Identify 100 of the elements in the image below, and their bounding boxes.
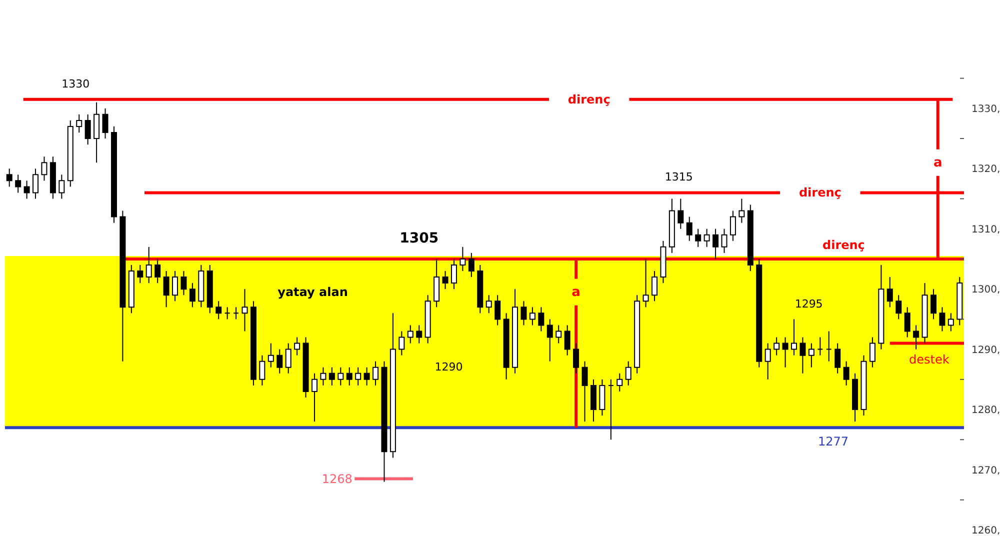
candlestick — [416, 324, 422, 344]
candlestick — [285, 342, 292, 374]
candlestick — [460, 246, 466, 272]
candlestick — [355, 366, 362, 386]
candlestick — [529, 306, 536, 326]
candlestick — [704, 228, 710, 248]
candlestick — [774, 336, 780, 356]
candlestick — [450, 258, 457, 290]
candlestick — [259, 354, 266, 386]
candlestick — [76, 114, 82, 133]
candlestick — [738, 198, 745, 224]
candlestick — [180, 270, 187, 296]
candlestick — [896, 294, 902, 320]
candlestick — [843, 360, 850, 386]
candlestick — [146, 246, 152, 284]
candlestick — [224, 306, 230, 320]
annotation: 1295 — [794, 298, 823, 311]
candlestick — [608, 378, 614, 440]
candlestick — [721, 228, 728, 254]
candlestick — [782, 336, 788, 368]
candlestick — [468, 252, 474, 278]
candlestick — [642, 258, 649, 308]
candlestick — [573, 342, 580, 374]
y-tick-label: 1330, — [972, 104, 1000, 115]
candlestick — [294, 336, 300, 356]
candlestick — [41, 156, 48, 182]
candlestick — [338, 366, 344, 386]
candlestick — [869, 336, 876, 368]
candlestick — [730, 210, 736, 242]
candlestick — [58, 174, 65, 200]
ref-line-label: 1277 — [818, 434, 848, 449]
candlestick — [137, 264, 144, 284]
candlestick — [678, 198, 684, 230]
candlestick — [163, 270, 170, 308]
candlestick — [800, 336, 806, 374]
y-tick-label: 1320, — [972, 164, 1000, 176]
annotation: 1290 — [434, 360, 463, 374]
candlestick — [276, 348, 283, 374]
candlestick — [939, 306, 946, 332]
candlestick — [320, 366, 326, 386]
candlestick — [764, 342, 771, 380]
candlestick — [556, 324, 562, 344]
candlestick — [625, 360, 632, 386]
y-tick-label: 1300, — [972, 284, 1000, 296]
candlestick — [913, 324, 920, 350]
candlestick — [216, 300, 222, 320]
candlestick — [328, 366, 335, 386]
candlestick — [407, 324, 414, 344]
candlestick — [102, 108, 108, 140]
ref-line-label: 1268 — [322, 472, 352, 486]
ref-line-label: direnç — [798, 186, 842, 200]
candlestick — [172, 270, 178, 302]
candlestick — [886, 276, 893, 308]
annotation: 1315 — [664, 170, 693, 184]
candlestick — [538, 306, 544, 332]
candlestick — [268, 342, 274, 368]
candlestick — [686, 216, 692, 242]
candlestick — [930, 288, 936, 320]
annotation: yatay alan — [278, 285, 348, 300]
annotation: 1305 — [400, 230, 439, 246]
candlestick — [948, 312, 954, 332]
candlestick — [817, 336, 824, 356]
candlestick — [834, 342, 841, 374]
ref-line-label: direnç — [568, 92, 610, 106]
candlestick — [826, 330, 832, 362]
candlestick — [154, 258, 161, 284]
y-tick-label: 1290, — [972, 344, 1000, 356]
y-tick-label: 1260, — [972, 525, 1000, 536]
candlestick — [564, 324, 570, 356]
candlestick — [904, 306, 910, 338]
annotation: a — [572, 285, 580, 300]
candlestick — [372, 360, 379, 386]
candlestick — [189, 282, 196, 308]
candlestick — [546, 318, 553, 362]
candlestick — [242, 288, 248, 332]
candlestick — [520, 300, 527, 326]
candlestick — [32, 168, 39, 200]
candlestick — [6, 168, 12, 188]
candlestick — [15, 174, 22, 194]
y-tick-label: 1270, — [972, 465, 1000, 476]
annotation: 1330 — [62, 77, 90, 90]
candlestick — [442, 270, 448, 290]
candlestick — [24, 180, 30, 200]
candlestick — [582, 360, 588, 422]
candlestick — [233, 306, 240, 320]
candlestick — [486, 294, 492, 314]
candlestick — [494, 294, 501, 326]
candlestick — [84, 114, 91, 146]
candlestick — [616, 372, 623, 392]
candlestick — [311, 372, 318, 422]
candlestick — [790, 318, 797, 356]
candlestick — [398, 330, 405, 356]
candlestick — [695, 228, 702, 248]
candlestick — [652, 270, 658, 302]
y-tick-label: 1310, — [972, 224, 1000, 236]
ref-line-label: direnç — [822, 238, 865, 252]
candlestick — [346, 366, 352, 386]
annotation: a — [933, 156, 942, 171]
y-tick-label: 1280, — [972, 405, 1000, 416]
candlestick — [364, 366, 370, 386]
